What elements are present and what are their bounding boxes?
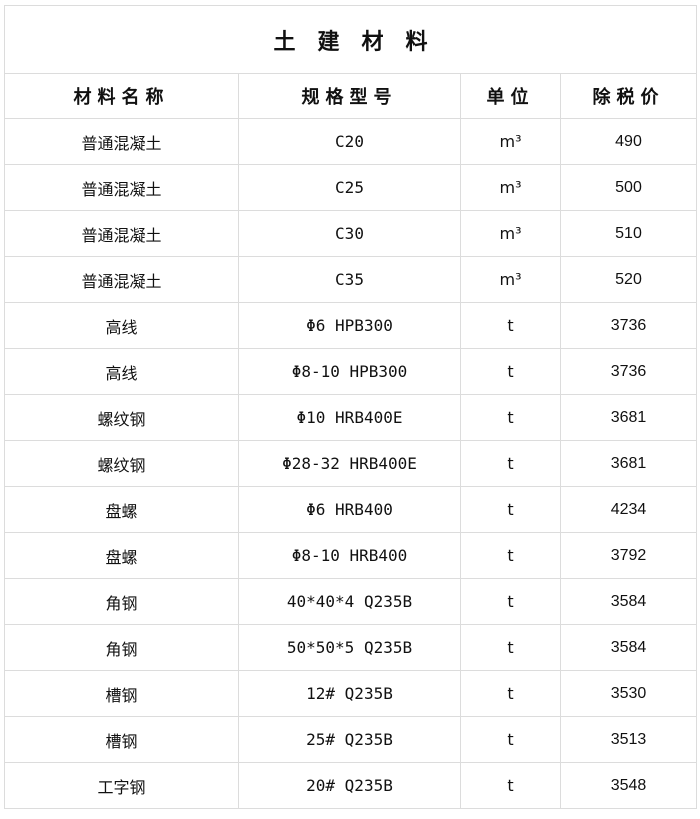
table-row: 高线 Φ6 HPB300 t 3736 (4, 302, 698, 349)
spec-cell: Φ6 HPB300 (238, 302, 461, 349)
unit-cell: t (460, 302, 561, 349)
table-row: 工字钢 20# Q235B t 3548 (4, 762, 698, 809)
material-name-cell: 盘螺 (4, 532, 239, 579)
title-row: 土建材料 (3, 5, 698, 74)
material-name-cell: 槽钢 (4, 670, 239, 717)
unit-cell: t (460, 394, 561, 441)
table-row: 盘螺 Φ6 HRB400 t 4234 (4, 486, 698, 533)
price-cell: 3584 (559, 578, 698, 625)
price-cell: 3681 (559, 440, 698, 487)
spec-cell: 25# Q235B (238, 716, 461, 763)
unit-cell: m³ (460, 256, 561, 303)
spec-cell: 40*40*4 Q235B (238, 578, 461, 625)
table-row: 槽钢 12# Q235B t 3530 (4, 670, 698, 717)
header-row: 材料名称 规格型号 单位 除税价 (4, 73, 698, 119)
table-row: 盘螺 Φ8-10 HRB400 t 3792 (4, 532, 698, 579)
price-cell: 3530 (559, 670, 698, 717)
table-row: 普通混凝土 C25 m³ 500 (4, 164, 698, 211)
header-material-name: 材料名称 (4, 73, 239, 119)
material-name-cell: 角钢 (4, 624, 239, 671)
spec-cell: C35 (238, 256, 461, 303)
table-row: 角钢 50*50*5 Q235B t 3584 (4, 624, 698, 671)
price-cell: 3736 (559, 348, 698, 395)
price-cell: 520 (559, 256, 698, 303)
price-cell: 490 (559, 118, 698, 165)
material-name-cell: 普通混凝土 (4, 256, 239, 303)
price-cell: 3548 (559, 762, 698, 809)
table-title: 土建材料 (3, 5, 698, 74)
unit-cell: t (460, 486, 561, 533)
spec-cell: Φ28-32 HRB400E (238, 440, 461, 487)
unit-cell: t (460, 532, 561, 579)
unit-cell: t (460, 716, 561, 763)
spec-cell: 50*50*5 Q235B (238, 624, 461, 671)
spec-cell: C30 (238, 210, 461, 257)
header-price: 除税价 (559, 73, 698, 119)
material-name-cell: 高线 (4, 348, 239, 395)
table-row: 螺纹钢 Φ28-32 HRB400E t 3681 (4, 440, 698, 487)
spec-cell: C20 (238, 118, 461, 165)
spec-cell: Φ10 HRB400E (238, 394, 461, 441)
materials-price-table: 土建材料 材料名称 规格型号 单位 除税价 普通混凝土 C20 m³ 490 普通混凝土… (3, 5, 698, 809)
table-row: 普通混凝土 C35 m³ 520 (4, 256, 698, 303)
unit-cell: t (460, 578, 561, 625)
price-cell: 500 (559, 164, 698, 211)
material-name-cell: 普通混凝土 (4, 210, 239, 257)
price-cell: 3584 (559, 624, 698, 671)
spec-cell: Φ8-10 HRB400 (238, 532, 461, 579)
unit-cell: m³ (460, 210, 561, 257)
price-cell: 3792 (559, 532, 698, 579)
table-row: 高线 Φ8-10 HPB300 t 3736 (4, 348, 698, 395)
spec-cell: Φ8-10 HPB300 (238, 348, 461, 395)
price-cell: 3681 (559, 394, 698, 441)
table-row: 槽钢 25# Q235B t 3513 (4, 716, 698, 763)
spec-cell: C25 (238, 164, 461, 211)
material-name-cell: 螺纹钢 (4, 440, 239, 487)
price-cell: 3513 (559, 716, 698, 763)
price-cell: 510 (559, 210, 698, 257)
spec-cell: 12# Q235B (238, 670, 461, 717)
unit-cell: t (460, 762, 561, 809)
unit-cell: t (460, 670, 561, 717)
material-name-cell: 角钢 (4, 578, 239, 625)
unit-cell: t (460, 624, 561, 671)
price-cell: 3736 (559, 302, 698, 349)
unit-cell: m³ (460, 164, 561, 211)
unit-cell: t (460, 348, 561, 395)
table-row: 普通混凝土 C20 m³ 490 (4, 118, 698, 165)
table-row: 普通混凝土 C30 m³ 510 (4, 210, 698, 257)
material-name-cell: 螺纹钢 (4, 394, 239, 441)
material-name-cell: 工字钢 (4, 762, 239, 809)
table-row: 螺纹钢 Φ10 HRB400E t 3681 (4, 394, 698, 441)
price-cell: 4234 (559, 486, 698, 533)
header-spec: 规格型号 (238, 73, 461, 119)
material-name-cell: 普通混凝土 (4, 164, 239, 211)
material-name-cell: 普通混凝土 (4, 118, 239, 165)
spec-cell: 20# Q235B (238, 762, 461, 809)
unit-cell: t (460, 440, 561, 487)
material-name-cell: 盘螺 (4, 486, 239, 533)
unit-cell: m³ (460, 118, 561, 165)
material-name-cell: 槽钢 (4, 716, 239, 763)
material-name-cell: 高线 (4, 302, 239, 349)
table-row: 角钢 40*40*4 Q235B t 3584 (4, 578, 698, 625)
header-unit: 单位 (460, 73, 561, 119)
spec-cell: Φ6 HRB400 (238, 486, 461, 533)
